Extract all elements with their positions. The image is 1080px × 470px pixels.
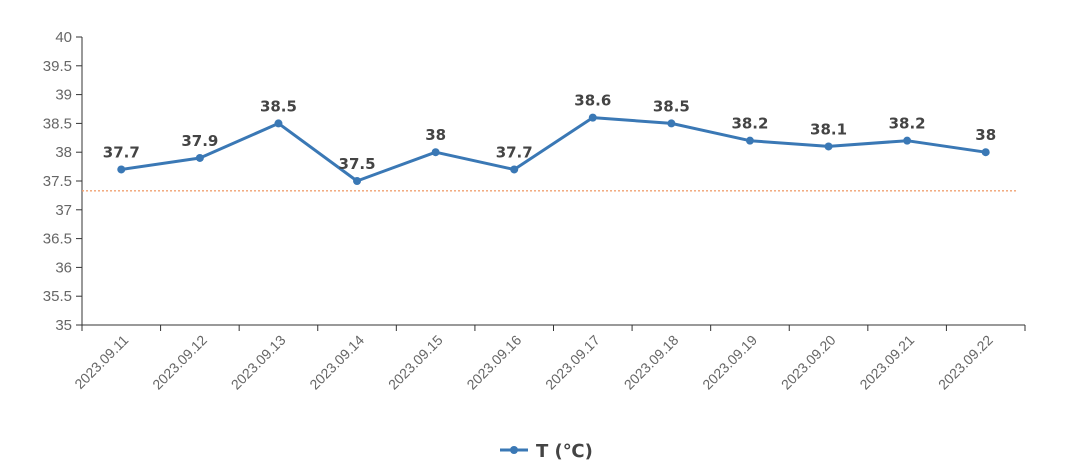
y-tick-label: 36.5 <box>43 231 72 248</box>
data-label: 38.6 <box>574 92 611 110</box>
x-tick-label: 2023.09.21 <box>856 332 917 393</box>
x-tick-label: 2023.09.11 <box>71 332 131 392</box>
legend[interactable]: T (℃) <box>500 441 593 462</box>
y-tick-label: 39.5 <box>43 58 72 75</box>
data-point[interactable] <box>195 153 204 162</box>
y-tick-label: 39 <box>55 87 72 104</box>
data-point[interactable] <box>981 148 990 157</box>
y-tick-label: 35.5 <box>43 288 72 305</box>
data-label: 38.2 <box>731 115 768 133</box>
data-point[interactable] <box>667 119 676 128</box>
x-tick-label: 2023.09.17 <box>542 332 603 393</box>
x-tick-label: 2023.09.12 <box>149 332 210 393</box>
y-tick-label: 35 <box>55 317 72 334</box>
data-label: 38.1 <box>810 120 847 138</box>
x-tick-label: 2023.09.15 <box>385 332 446 393</box>
data-label: 38.5 <box>260 97 297 115</box>
data-label: 37.9 <box>181 132 218 150</box>
data-point[interactable] <box>903 136 912 145</box>
series-line <box>121 116 986 183</box>
x-tick-label: 2023.09.14 <box>306 332 367 393</box>
data-label: 38.5 <box>653 97 690 115</box>
data-label: 37.5 <box>339 155 376 173</box>
x-tick-label: 2023.09.22 <box>935 332 996 393</box>
data-point[interactable] <box>117 165 126 174</box>
legend-dot-marker <box>510 446 518 454</box>
y-axis: 35 35.5 36 36.5 37 37.5 38 38.5 39 39.5 40 <box>43 29 83 334</box>
y-tick-label: 37.5 <box>43 173 72 190</box>
data-point[interactable] <box>745 136 754 145</box>
x-tick-label: 2023.09.13 <box>228 332 289 393</box>
data-label: 38.2 <box>889 115 926 133</box>
y-tick-label: 36 <box>55 259 72 276</box>
data-label: 38 <box>975 126 996 144</box>
data-point[interactable] <box>824 142 833 151</box>
y-tick-label: 38 <box>55 144 72 161</box>
data-label: 38 <box>425 126 446 144</box>
data-point[interactable] <box>588 113 597 122</box>
y-tick-label: 38.5 <box>43 115 72 132</box>
data-label: 37.7 <box>496 143 533 161</box>
data-labels: 37.7 37.9 38.5 37.5 38 37.7 38.6 38.5 38.2 38.1 38… <box>103 92 996 173</box>
legend-label: T (℃) <box>536 441 593 462</box>
data-point[interactable] <box>431 148 440 157</box>
x-tick-label: 2023.09.16 <box>463 332 524 393</box>
x-axis: 2023.09.11 2023.09.12 2023.09.13 2023.09.14… <box>71 324 1026 393</box>
data-point[interactable] <box>353 177 362 185</box>
x-tick-label: 2023.09.20 <box>778 332 839 393</box>
y-tick-label: 37 <box>55 202 72 219</box>
data-point[interactable] <box>510 165 519 174</box>
series-group <box>117 113 990 185</box>
data-point[interactable] <box>274 119 283 128</box>
data-label: 37.7 <box>103 143 140 161</box>
y-tick-label: 40 <box>55 29 72 46</box>
x-tick-label: 2023.09.18 <box>621 332 682 393</box>
x-tick-label: 2023.09.19 <box>699 332 760 393</box>
